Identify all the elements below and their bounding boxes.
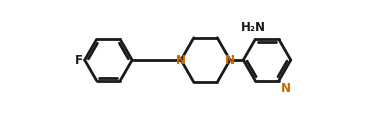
Text: H₂N: H₂N xyxy=(241,21,266,34)
Text: F: F xyxy=(75,54,83,66)
Text: N: N xyxy=(225,54,235,66)
Text: N: N xyxy=(176,54,186,66)
Text: N: N xyxy=(281,82,291,95)
